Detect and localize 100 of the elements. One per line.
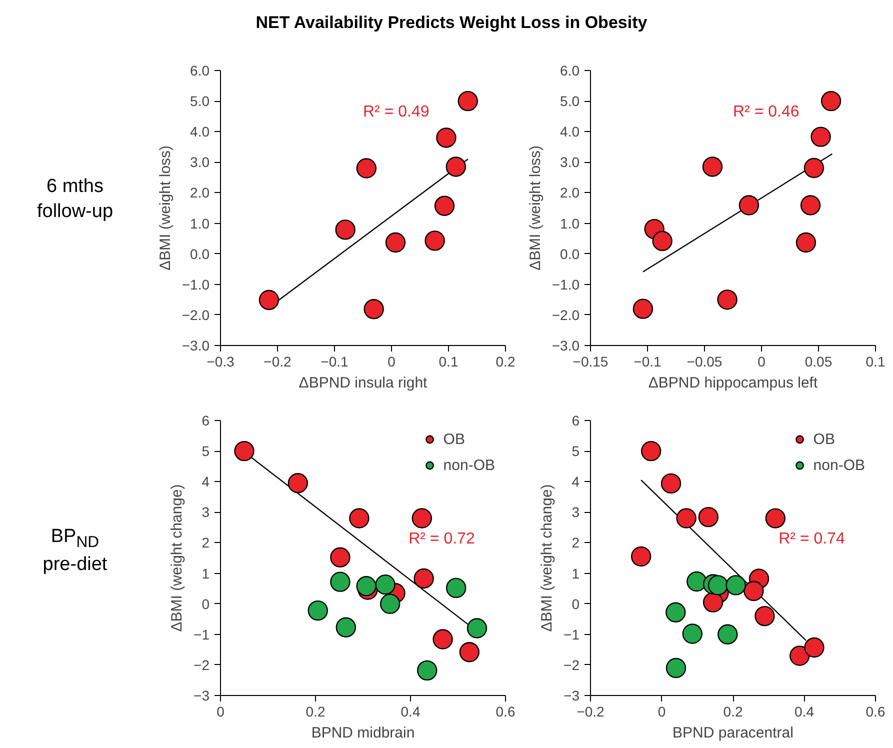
point <box>726 575 746 596</box>
y-tick-label: −2.0 <box>182 306 210 323</box>
y-tick-label: −3 <box>194 688 210 704</box>
point <box>666 658 686 678</box>
x-tick-label: 0.2 <box>723 704 743 720</box>
y-tick-label: 5.0 <box>190 93 210 110</box>
point <box>375 574 396 595</box>
point <box>424 230 445 251</box>
point <box>349 508 370 528</box>
point <box>744 580 764 602</box>
y-tick-label: −3 <box>564 688 580 704</box>
y-tick-label: 2 <box>572 534 580 551</box>
y-axis-title: ΔBMI (weight change) <box>538 484 556 632</box>
point <box>364 299 384 320</box>
point <box>698 506 719 528</box>
y-tick-label: 6.0 <box>560 62 580 78</box>
y-tick-label: −1.0 <box>182 276 210 292</box>
point <box>330 572 350 592</box>
legend-label: OB <box>813 430 835 448</box>
point <box>356 158 377 178</box>
y-tick-label: 0 <box>202 596 210 612</box>
point <box>356 576 376 596</box>
point <box>459 642 480 662</box>
point <box>666 602 686 622</box>
point <box>417 660 438 681</box>
y-tick-label: −1 <box>564 626 580 642</box>
point <box>652 230 672 252</box>
y-tick-label: 6 <box>572 412 580 428</box>
point <box>686 571 707 592</box>
point <box>796 232 816 253</box>
x-axis-title: BPND paracentral <box>672 724 794 742</box>
point <box>754 606 775 626</box>
y-tick-label: −2 <box>194 656 210 673</box>
x-tick-label: 0 <box>216 704 225 720</box>
point <box>380 594 400 614</box>
point <box>466 618 488 638</box>
x-tick-label: 0.4 <box>400 704 420 720</box>
x-tick-label: −0.3 <box>206 354 235 370</box>
y-tick-label: 2.0 <box>190 184 210 201</box>
x-tick-label: −0.2 <box>264 354 292 370</box>
y-tick-label: −1 <box>194 626 210 642</box>
point <box>288 473 308 494</box>
y-tick-label: 4.0 <box>560 124 580 140</box>
x-tick-label: 0.4 <box>794 704 814 720</box>
point <box>385 232 406 253</box>
point <box>412 508 432 528</box>
x-tick-label: −0.15 <box>572 354 608 370</box>
y-tick-label: 3.0 <box>190 154 210 170</box>
y-tick-label: 4 <box>202 474 210 490</box>
point <box>682 624 702 644</box>
y-tick-label: 0.0 <box>560 246 580 262</box>
y-tick-label: −2.0 <box>552 306 580 323</box>
y-tick-label: 5 <box>202 443 210 460</box>
point <box>702 592 724 612</box>
y-tick-label: 5.0 <box>560 93 580 110</box>
point <box>640 440 662 462</box>
point <box>702 156 723 177</box>
x-tick-label: −0.1 <box>320 354 349 370</box>
y-tick-label: 0 <box>572 596 580 612</box>
point <box>820 90 842 112</box>
y-axis-title: ΔBMI (weight loss) <box>156 145 174 271</box>
y-tick-label: −2 <box>564 656 580 673</box>
point <box>804 637 824 658</box>
point <box>258 290 280 310</box>
point <box>414 568 434 589</box>
point <box>804 158 824 178</box>
x-tick-label: 0.6 <box>866 704 886 720</box>
x-axis-title: BPND midbrain <box>311 724 415 742</box>
x-tick-label: −0.05 <box>686 354 722 370</box>
y-tick-label: −3.0 <box>182 338 210 354</box>
y-tick-label: 1 <box>202 565 210 582</box>
point <box>660 473 682 494</box>
x-tick-label: 0 <box>388 354 396 370</box>
y-tick-label: 2 <box>202 534 210 551</box>
point <box>446 156 466 177</box>
x-tick-label: 0.05 <box>804 354 832 370</box>
y-tick-label: 4.0 <box>190 124 210 140</box>
point <box>632 298 654 319</box>
y-tick-label: 5 <box>572 443 580 460</box>
chart-title: NET Availability Predicts Weight Loss in Obesity <box>256 13 648 32</box>
point <box>738 195 760 216</box>
point <box>708 575 728 596</box>
y-tick-label: 1.0 <box>560 215 580 232</box>
x-tick-label: 0.2 <box>306 704 326 720</box>
x-tick-label: 0 <box>658 704 666 720</box>
point <box>790 646 810 666</box>
x-tick-label: 0.6 <box>496 704 516 720</box>
y-tick-label: 4 <box>572 474 580 490</box>
x-tick-label: 0.1 <box>438 354 458 370</box>
legend-label: OB <box>443 430 465 448</box>
x-tick-label: −0.1 <box>634 354 662 370</box>
y-tick-label: 3.0 <box>560 154 580 170</box>
point <box>330 547 350 568</box>
point <box>434 196 455 216</box>
x-axis-title: ΔBPND hippocampus left <box>648 374 818 392</box>
point <box>436 128 456 148</box>
x-tick-label: −0.2 <box>576 704 605 720</box>
point <box>336 617 356 638</box>
y-tick-label: 1 <box>572 565 580 582</box>
y-axis-title: ΔBMI (weight change) <box>168 484 186 632</box>
